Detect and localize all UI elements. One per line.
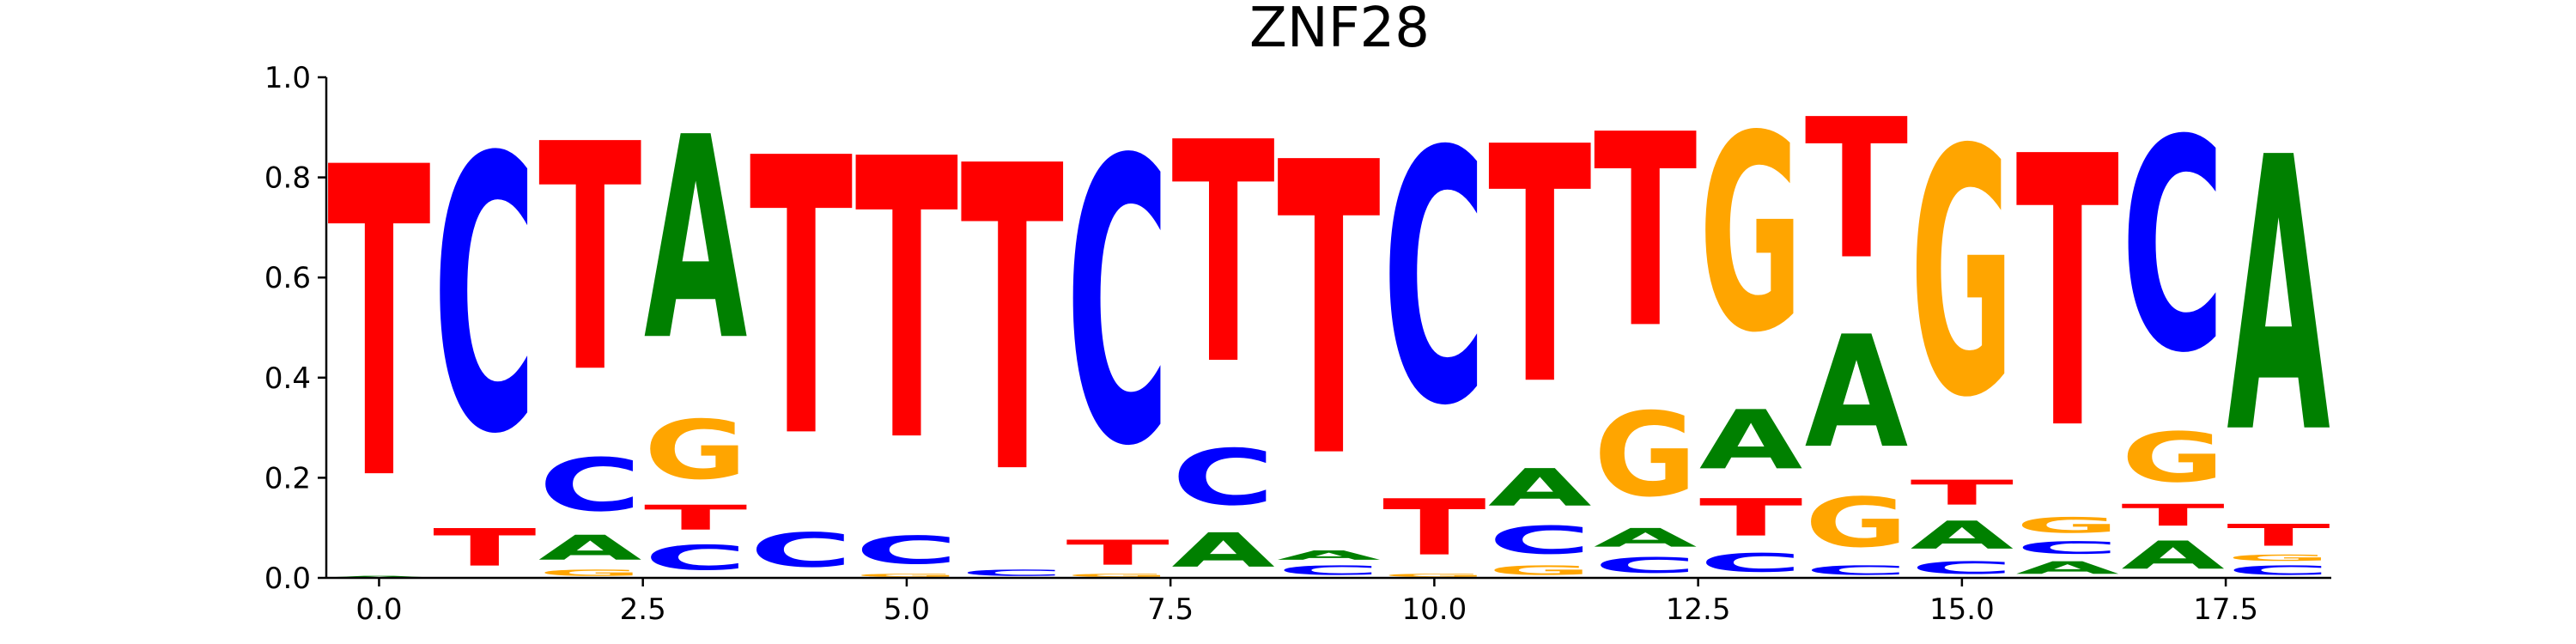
logo-letter-c-pos-13: C: [1699, 548, 1802, 578]
x-tick-label: 5.0: [884, 592, 930, 627]
logo-letter-g-pos-13: G: [1699, 78, 1802, 392]
logo-letter-g-pos-15: G: [1911, 79, 2014, 473]
logo-letter-t-pos-11: T: [1488, 78, 1592, 457]
logo-letter-g-pos-11: G: [1488, 563, 1591, 578]
logo-letter-c-pos-8: C: [1171, 434, 1274, 523]
y-tick-label: 0.0: [264, 562, 311, 596]
logo-letter-a-pos-18: A: [2227, 78, 2331, 516]
logo-letter-g-pos-2: G: [538, 568, 641, 578]
logo-letter-a-pos-9: A: [1277, 548, 1380, 562]
logo-letter-a-pos-2: A: [538, 528, 642, 568]
x-tick-label: 0.0: [355, 592, 402, 627]
logo-letter-a-pos-15: A: [1911, 513, 2014, 558]
logo-letter-t-pos-16: T: [2016, 79, 2120, 512]
logo-letter-t-pos-8: T: [1171, 77, 1275, 432]
y-tick-label: 0.2: [264, 461, 311, 495]
logo-letter-c-pos-14: C: [1805, 563, 1908, 578]
logo-letter-c-pos-3: C: [644, 538, 747, 578]
logo-letter-a-pos-12: A: [1594, 523, 1698, 553]
logo-letter-g-pos-18: G: [2227, 553, 2330, 563]
x-tick-label: 2.5: [620, 592, 666, 627]
x-tick-label: 17.5: [2193, 592, 2258, 627]
logo-letter-c-pos-11: C: [1488, 518, 1591, 562]
logo-letter-g-pos-3: G: [644, 404, 747, 498]
logo-letter-t-pos-4: T: [750, 78, 854, 521]
logo-letter-t-pos-15: T: [1911, 473, 2014, 513]
logo-letter-t-pos-18: T: [2227, 518, 2330, 553]
logo-letters: AT TCGACTCTGACTGCTCTGTCACTCATGTCGCATCAGTC…: [327, 77, 2331, 578]
logo-letter-a-pos-17: A: [2121, 533, 2225, 578]
logo-letter-t-pos-17: T: [2121, 498, 2225, 533]
x-tick-label: 12.5: [1666, 592, 1731, 627]
logo-letter-a-pos-8: A: [1171, 523, 1274, 578]
logo-letter-c-pos-16: C: [2016, 538, 2119, 557]
logo-letter-c-pos-4: C: [750, 523, 853, 578]
logo-letter-g-pos-5: G: [855, 573, 958, 578]
logo-letter-c-pos-12: C: [1594, 553, 1697, 578]
logo-letter-t-pos-6: T: [961, 78, 1065, 567]
logo-letter-a-pos-16: A: [2016, 558, 2120, 578]
y-tick-label: 0.6: [264, 261, 311, 295]
logo-letter-c-pos-9: C: [1277, 563, 1380, 578]
logo-letter-t-pos-2: T: [538, 79, 642, 441]
logo-letter-g-pos-12: G: [1594, 388, 1697, 523]
logo-letter-t-pos-13: T: [1699, 489, 1803, 548]
logo-letter-a-pos-3: A: [644, 77, 747, 401]
logo-letter-t-pos-1: T: [433, 519, 537, 578]
logo-letter-t-pos-5: T: [855, 80, 959, 527]
logo-letter-g-pos-14: G: [1805, 483, 1908, 562]
chart-title: ZNF28: [1249, 0, 1430, 60]
logo-letter-t-pos-3: T: [644, 498, 747, 538]
logo-letter-g-pos-17: G: [2121, 417, 2224, 497]
logo-letter-c-pos-7: C: [1066, 78, 1169, 532]
y-tick-label: 0.8: [264, 161, 311, 196]
logo-letter-a-pos-0: A: [327, 575, 430, 578]
y-tick-label: 0.4: [264, 361, 311, 396]
logo-letter-t-pos-7: T: [1066, 533, 1169, 573]
y-tick-label: 1.0: [264, 61, 311, 95]
logo-letter-g-pos-16: G: [2016, 513, 2119, 538]
logo-letter-t-pos-9: T: [1277, 79, 1381, 547]
logo-letter-c-pos-2: C: [538, 443, 641, 528]
logo-letter-c-pos-18: C: [2227, 563, 2330, 578]
logo-letter-c-pos-1: C: [433, 80, 536, 518]
logo-letter-t-pos-14: T: [1805, 78, 1908, 302]
logo-letter-c-pos-10: C: [1382, 78, 1485, 482]
logo-letter-c-pos-17: C: [2121, 78, 2224, 417]
logo-letter-a-pos-11: A: [1488, 458, 1591, 518]
axes: 0.0 0.2 0.4 0.6 0.8 1.0 0.0 2.5 5.0 7.5 10.0 12.5 15…: [264, 61, 2331, 627]
logo-letter-t-pos-10: T: [1382, 483, 1485, 573]
logo-letter-c-pos-5: C: [855, 528, 958, 573]
x-tick-label: 7.5: [1147, 592, 1194, 627]
logo-letter-t-pos-12: T: [1594, 78, 1697, 387]
logo-letter-t-pos-0: T: [327, 78, 431, 574]
logo-letter-g-pos-7: G: [1066, 573, 1169, 578]
x-tick-label: 15.0: [1929, 592, 1995, 627]
logo-letter-c-pos-15: C: [1911, 558, 2014, 578]
logo-letter-g-pos-10: G: [1382, 573, 1485, 578]
logo-letter-a-pos-14: A: [1805, 303, 1908, 483]
logo-letter-a-pos-13: A: [1699, 393, 1803, 488]
logo-letter-c-pos-6: C: [961, 568, 1064, 578]
x-tick-label: 10.0: [1402, 592, 1467, 627]
